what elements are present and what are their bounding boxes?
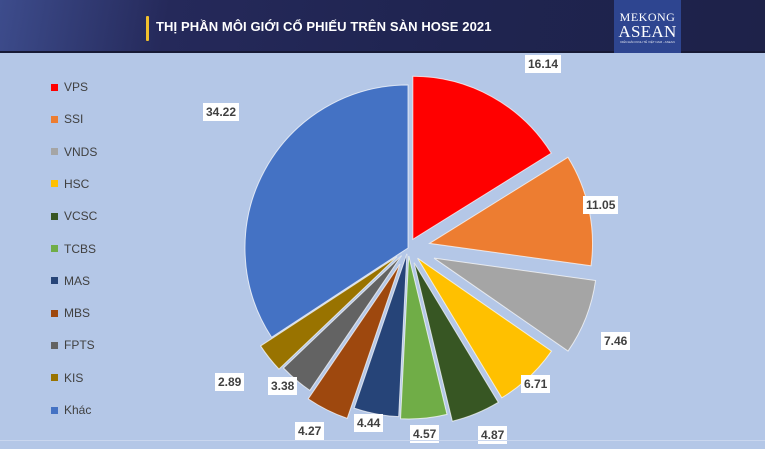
data-label-hsc: 6.71	[521, 375, 551, 393]
legend-swatch	[51, 83, 58, 91]
legend-item-tcbs: TCBS	[51, 241, 96, 257]
legend-item-vps: VPS	[51, 79, 88, 95]
legend-swatch	[51, 245, 58, 252]
data-label-mas: 4.44	[354, 414, 384, 432]
logo-line-2: ASEAN	[618, 22, 677, 41]
pie-slice-mas	[353, 253, 408, 418]
legend-swatch	[51, 374, 58, 382]
data-label-vps: 16.14	[525, 55, 562, 73]
legend-item-fpts: FPTS	[51, 337, 95, 353]
data-label-fpts: 3.38	[268, 377, 298, 395]
footer-divider	[0, 440, 765, 441]
mekong-asean-logo: MEKONG ASEAN DIỄN ĐÀN KINH TẾ VIỆT NAM -…	[614, 0, 681, 53]
legend-item-vnds: VNDS	[51, 144, 97, 160]
legend-item-hsc: HSC	[51, 176, 89, 192]
data-label-kis: 2.89	[215, 373, 245, 391]
data-label-ssi: 11.05	[583, 196, 619, 214]
pie-slice-kis	[259, 256, 398, 370]
legend-swatch	[51, 406, 58, 414]
logo-tagline: DIỄN ĐÀN KINH TẾ VIỆT NAM - ASEAN	[620, 40, 675, 44]
title-accent-bar	[146, 16, 149, 41]
legend-label: VPS	[64, 80, 89, 94]
legend-item-ssi: SSI	[51, 111, 83, 127]
legend-label: TCBS	[64, 241, 97, 256]
legend-label: VNDS	[64, 144, 98, 159]
legend-label: KIS	[64, 370, 84, 385]
pie-slice-vps	[412, 75, 552, 241]
data-label-vcsc: 4.87	[478, 426, 508, 444]
pie-slice-vnds	[433, 257, 597, 352]
legend-label: VCSC	[64, 209, 98, 224]
logo-line-1: MEKONG	[619, 10, 676, 24]
data-label-vnds: 7.46	[601, 332, 631, 350]
pie-slice-khác	[244, 84, 409, 338]
legend-item-mbs: MBS	[51, 305, 90, 321]
pie-slice-mbs	[307, 263, 401, 419]
legend-label: MAS	[64, 273, 91, 288]
legend-swatch	[51, 277, 58, 285]
chart-title: THỊ PHẦN MÔI GIỚI CỔ PHIẾU TRÊN SÀN HOSE…	[156, 19, 492, 34]
legend-item-kis: KIS	[51, 370, 83, 386]
legend-swatch	[51, 212, 58, 220]
legend-swatch	[51, 115, 58, 123]
pie-slice-vcsc	[413, 262, 499, 422]
legend-label: FPTS	[64, 338, 95, 353]
legend-swatch	[51, 148, 58, 156]
legend-item-mas: MAS	[51, 273, 90, 289]
pie-slice-tcbs	[400, 255, 448, 420]
legend-label: HSC	[64, 176, 90, 191]
legend-swatch	[51, 180, 58, 188]
legend-label: MBS	[64, 306, 91, 321]
data-label-tcbs: 4.57	[410, 425, 440, 443]
legend-item-vcsc: VCSC	[51, 208, 97, 224]
legend-label: SSI	[64, 112, 84, 127]
data-label-khác: 34.22	[203, 103, 240, 121]
header-banner: THỊ PHẦN MÔI GIỚI CỔ PHIẾU TRÊN SÀN HOSE…	[0, 0, 765, 53]
legend-label: Khác	[64, 403, 92, 417]
legend-swatch	[51, 309, 58, 317]
legend-item-khác: Khác	[51, 402, 91, 418]
legend-swatch	[51, 341, 58, 349]
data-label-mbs: 4.27	[295, 422, 325, 440]
